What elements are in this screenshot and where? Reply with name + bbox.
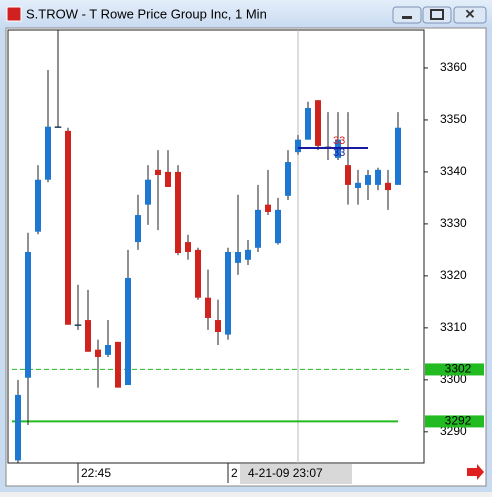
candle-body — [65, 130, 71, 325]
cursor-label: 4-21-09 23:07 — [248, 466, 323, 480]
candle-body — [305, 107, 311, 140]
annotation: 33 — [333, 147, 345, 159]
candle-body — [315, 100, 321, 146]
candle-body — [295, 139, 301, 153]
candle-body — [225, 251, 231, 335]
level-label: 3292 — [445, 414, 472, 428]
candle-body — [235, 251, 241, 263]
candle-body — [15, 394, 21, 461]
candle-body — [165, 171, 171, 187]
minimize-button[interactable] — [392, 6, 422, 24]
candle-body — [395, 127, 401, 185]
candle-body — [125, 277, 131, 386]
candle-body — [245, 249, 251, 260]
minimize-icon — [402, 16, 412, 19]
candle-body — [105, 345, 111, 355]
candle-body — [175, 171, 181, 253]
y-tick-label: 3330 — [440, 216, 467, 230]
x-tick-label: 2 — [231, 466, 238, 480]
y-tick-label: 3360 — [440, 60, 467, 74]
candle-body — [74, 324, 82, 326]
candle-body — [155, 169, 161, 176]
candle-body — [345, 165, 351, 185]
candle-body — [275, 209, 281, 244]
candle-body — [285, 162, 291, 196]
candle-body — [135, 215, 141, 243]
level-label-box — [425, 363, 484, 376]
window-title: S.TROW - T Rowe Price Group Inc, 1 Min — [26, 6, 267, 21]
candle-body — [54, 126, 62, 128]
y-tick-label: 3310 — [440, 320, 467, 334]
candle-body — [185, 242, 191, 252]
annotation: 33 — [333, 135, 345, 147]
candle-body — [85, 320, 91, 352]
candle-body — [195, 249, 201, 298]
candle-body — [25, 251, 31, 378]
scroll-arrow[interactable] — [467, 464, 484, 480]
candle-body — [205, 297, 211, 318]
candle-body — [45, 126, 51, 180]
x-tick-label: 22:45 — [81, 466, 111, 480]
app-icon — [6, 6, 22, 22]
y-tick-label: 3340 — [440, 164, 467, 178]
y-tick-label: 3320 — [440, 268, 467, 282]
y-tick-label: 3290 — [440, 424, 467, 438]
cursor-label-box — [240, 464, 352, 484]
close-button[interactable] — [453, 6, 487, 24]
y-tick-label: 3300 — [440, 372, 467, 386]
candle-body — [385, 182, 391, 191]
y-tick-label: 3350 — [440, 112, 467, 126]
candle-body — [355, 182, 361, 189]
candle-body — [265, 204, 271, 212]
candle-body — [215, 320, 221, 333]
close-icon: ✕ — [465, 6, 476, 21]
level-label-box — [425, 415, 484, 428]
candle-body — [375, 169, 381, 185]
candle-body — [115, 341, 121, 388]
level-label: 3302 — [445, 362, 472, 376]
candle-body — [35, 179, 41, 232]
plot-area — [7, 29, 425, 464]
candle-body — [255, 209, 261, 248]
candle-body — [95, 349, 101, 357]
candle-body — [365, 175, 371, 185]
maximize-icon — [430, 9, 444, 20]
candle-body — [145, 179, 151, 205]
